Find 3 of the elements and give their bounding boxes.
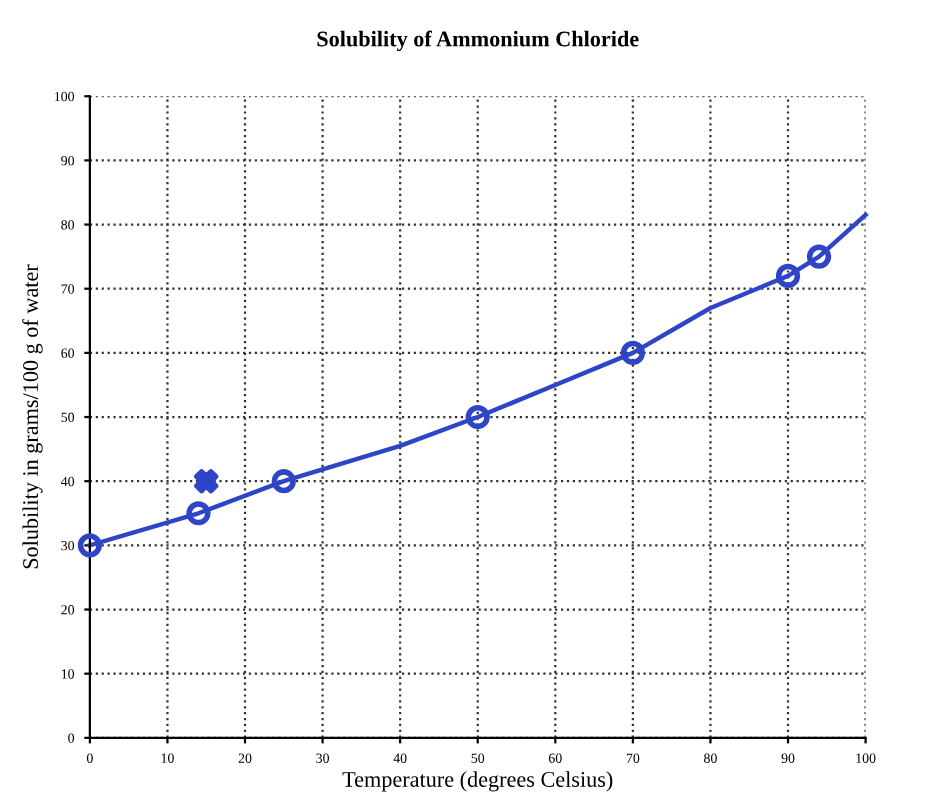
x-axis-title: Temperature (degrees Celsius) <box>342 771 613 792</box>
chart-title: Solubility of Ammonium Chloride <box>317 30 639 52</box>
y-axis-title: Solubility in grams/100 g of water <box>22 264 43 569</box>
